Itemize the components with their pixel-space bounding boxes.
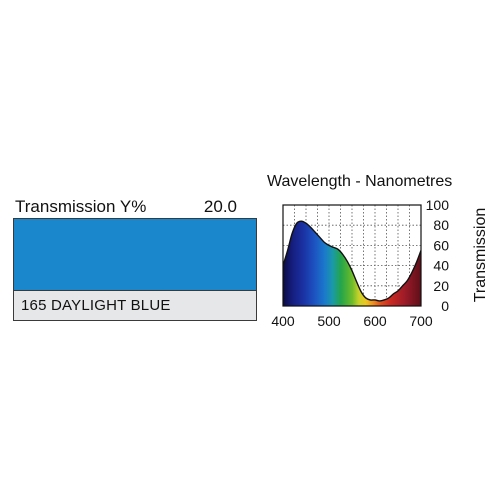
chart-title: Wavelength - Nanometres	[267, 173, 452, 190]
filter-swatch-panel: Transmission Y% 20.0 165 DAYLIGHT BLUE	[13, 196, 259, 324]
transmission-chart-svg: Wavelength - Nanometres 400 500 600 700 0 20…	[267, 173, 489, 329]
transmission-value: 20.0	[203, 197, 237, 216]
filter-name: 165 DAYLIGHT BLUE	[21, 297, 171, 314]
color-swatch	[13, 218, 257, 291]
y-tick-label: 60	[433, 237, 449, 253]
y-tick-label: 100	[426, 197, 450, 213]
y-axis-label: Transmission	[472, 208, 489, 303]
x-tick-labels: 400 500 600 700	[271, 313, 433, 329]
transmission-curve	[283, 220, 421, 302]
x-tick-label: 700	[409, 313, 433, 329]
y-tick-labels: 0 20 40 60 80 100	[426, 197, 450, 314]
plot-frame	[282, 204, 422, 307]
transmission-chart: Wavelength - Nanometres 400 500 600 700 0 20…	[262, 168, 494, 334]
x-tick-label: 600	[363, 313, 387, 329]
transmission-label: Transmission Y%	[15, 197, 147, 216]
transmission-area	[283, 221, 421, 306]
y-tick-label: 20	[433, 278, 449, 294]
y-tick-label: 40	[433, 258, 449, 274]
transmission-row: Transmission Y% 20.0	[13, 196, 259, 220]
y-tick-label: 80	[433, 217, 449, 233]
x-tick-label: 400	[271, 313, 295, 329]
y-tick-label: 0	[441, 298, 449, 314]
x-tick-label: 500	[317, 313, 341, 329]
filter-name-bar: 165 DAYLIGHT BLUE	[13, 291, 257, 321]
